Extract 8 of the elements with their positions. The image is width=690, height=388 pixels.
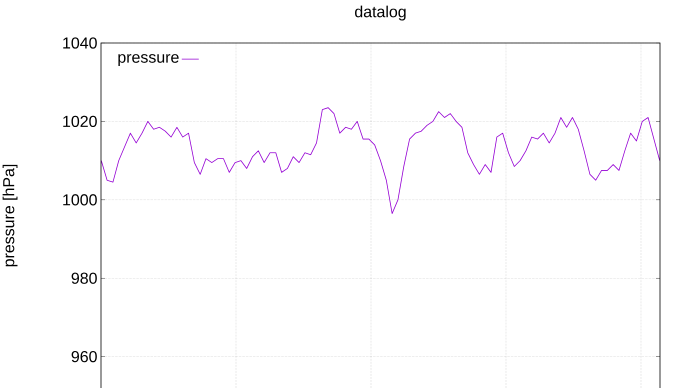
y-tick-label: 1000 [63, 194, 97, 206]
chart-title: datalog [355, 6, 406, 21]
legend-label: pressure [118, 54, 179, 66]
y-axis-title: pressure [hPa] [2, 164, 18, 266]
y-tick-label: 960 [72, 351, 97, 362]
y-tick-label: 980 [72, 272, 97, 284]
y-tick-label: 1020 [63, 116, 97, 128]
y-tick-label: 1040 [63, 37, 97, 49]
